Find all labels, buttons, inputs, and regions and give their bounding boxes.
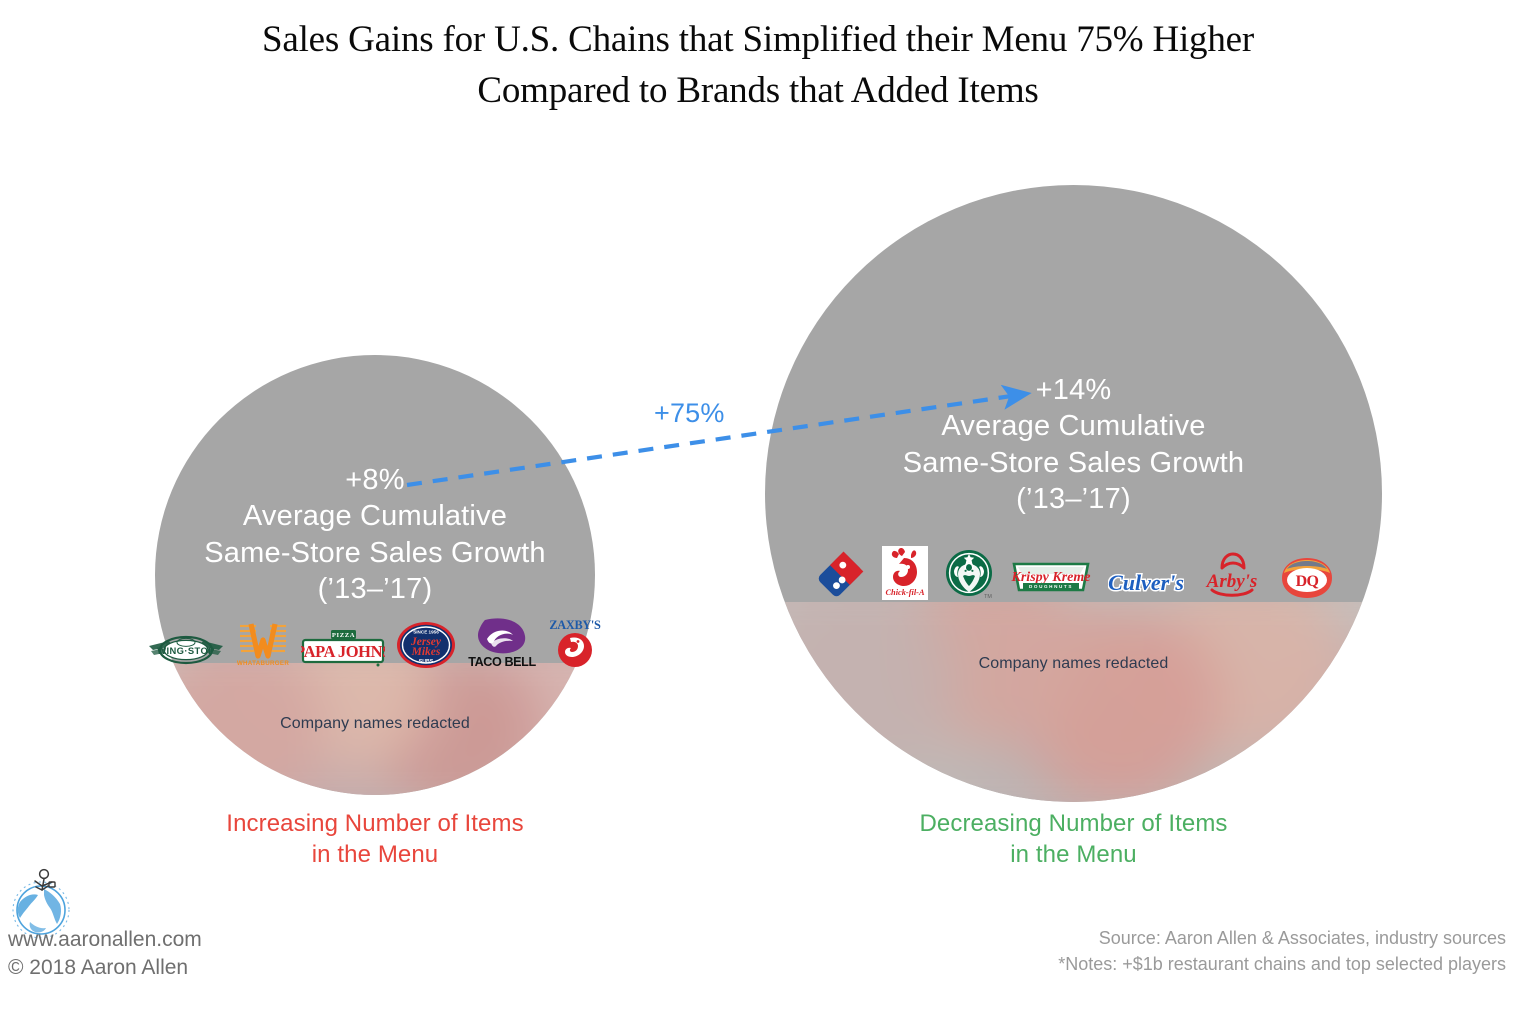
svg-text:ZAXBY'S: ZAXBY'S	[549, 618, 601, 632]
right-percent-value: +14%	[1035, 374, 1112, 406]
chick-fil-a-logo: Chick-fil-A	[881, 546, 928, 600]
svg-text:WING·STOP: WING·STOP	[157, 645, 215, 656]
right-caption-line-1: Decreasing Number of Items	[919, 810, 1228, 837]
svg-text:Culver's: Culver's	[1108, 570, 1184, 595]
left-bubble-increasing-menu: Company names redacted	[155, 355, 595, 795]
culvers-logo: Culver's Culver's	[1108, 564, 1184, 600]
svg-text:SUBS: SUBS	[419, 659, 434, 665]
krispy-kreme-logo: Krispy Kreme DOUGHNUTS	[1010, 558, 1092, 600]
arbys-logo: Arby's	[1200, 552, 1264, 600]
right-redacted-band: Company names redacted	[765, 602, 1382, 802]
left-metric-period: (’13–’17)	[317, 572, 433, 605]
copyright-text: © 2018 Aaron Allen	[8, 956, 189, 980]
svg-text:DQ: DQ	[1295, 573, 1318, 590]
dominos-logo	[814, 550, 866, 600]
footer-left: www.aaronallen.com © 2018 Aaron Allen	[8, 926, 202, 983]
growth-connector-arrow	[406, 384, 1032, 488]
svg-text:Arby's: Arby's	[1205, 571, 1257, 592]
right-metric-period: (’13–’17)	[1016, 482, 1131, 515]
jersey-mikes-logo: SINCE 1956 Jersey Mikes SUBS	[395, 620, 457, 670]
right-caption-line-2: in the Menu	[1010, 841, 1137, 869]
right-blurred-logos	[765, 602, 1382, 802]
starbucks-logo: TM	[944, 548, 994, 600]
svg-text:SINCE 1956: SINCE 1956	[413, 630, 439, 635]
page-title-line-2: Compared to Brands that Added Items	[477, 70, 1039, 112]
left-redacted-note: Company names redacted	[280, 715, 470, 732]
svg-text:Culver's: Culver's	[1108, 570, 1184, 595]
page-title: Sales Gains for U.S. Chains that Simplif…	[0, 14, 1516, 116]
aaron-allen-globe-logo	[12, 868, 70, 938]
right-redacted-note: Company names redacted	[978, 655, 1169, 672]
svg-text:Mikes: Mikes	[411, 646, 441, 658]
left-redacted-band: Company names redacted	[155, 663, 595, 795]
left-blurred-logos	[155, 663, 595, 795]
whataburger-logo: WHATABURGER	[235, 618, 291, 670]
right-bubble-decreasing-menu: Company names redacted	[765, 185, 1382, 802]
left-caption-line-2: in the Menu	[311, 841, 439, 869]
left-percent-value: +8%	[345, 464, 405, 496]
svg-text:WHATABURGER: WHATABURGER	[237, 660, 289, 667]
left-metric-line-2: Same-Store Sales Growth	[204, 536, 546, 569]
taco-bell-logo: TACO BELL	[467, 616, 537, 670]
svg-text:Chick-fil-A: Chick-fil-A	[885, 588, 924, 597]
left-bubble-text: +8% Average Cumulative Same-Store Sales …	[155, 462, 595, 607]
zaxbys-logo: ZAXBY'S	[547, 616, 603, 670]
growth-difference-label: +75%	[654, 398, 725, 428]
right-metric-line-1: Average Cumulative	[941, 410, 1206, 443]
svg-text:PIZZA: PIZZA	[332, 632, 355, 639]
arrow-line	[406, 384, 1032, 488]
svg-text:TACO BELL: TACO BELL	[468, 655, 536, 669]
footer-right: Source: Aaron Allen & Associates, indust…	[1058, 926, 1506, 977]
source-text: Source: Aaron Allen & Associates, indust…	[1098, 928, 1506, 948]
right-caption: Decreasing Number of Items in the Menu	[765, 808, 1382, 870]
left-caption-line-1: Increasing Number of Items	[226, 810, 524, 837]
svg-text:DOUGHNUTS: DOUGHNUTS	[1028, 584, 1072, 589]
right-brand-logo-row: Chick-fil-A TM	[765, 538, 1382, 600]
left-caption: Increasing Number of Items in the Menu	[155, 808, 595, 870]
notes-text: *Notes: +$1b restaurant chains and top s…	[1058, 953, 1506, 974]
website-url[interactable]: www.aaronallen.com	[8, 928, 202, 951]
wingstop-logo: WING·STOP	[147, 630, 225, 670]
svg-text:Krispy Kreme: Krispy Kreme	[1010, 570, 1090, 585]
svg-text:TM: TM	[984, 594, 992, 600]
svg-text:Jersey: Jersey	[410, 636, 442, 648]
right-bubble-text: +14% Average Cumulative Same-Store Sales…	[765, 372, 1382, 517]
page-title-line-1: Sales Gains for U.S. Chains that Simplif…	[261, 19, 1255, 60]
left-metric-line-1: Average Cumulative	[242, 500, 508, 533]
dairy-queen-logo: DQ	[1280, 556, 1334, 600]
right-metric-line-2: Same-Store Sales Growth	[902, 446, 1245, 479]
